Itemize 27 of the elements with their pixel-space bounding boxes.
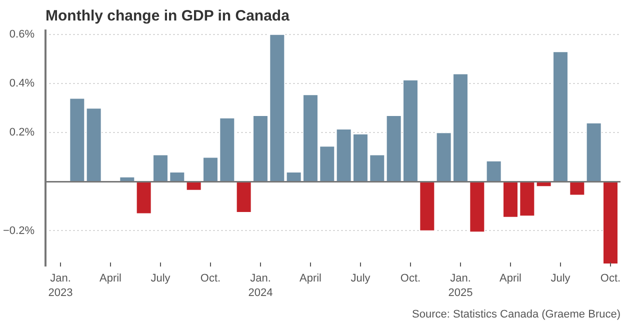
x-tick-label: July — [350, 272, 371, 284]
x-tick-label: April — [499, 272, 522, 284]
x-tick-label: April — [99, 272, 122, 284]
x-tick-label: Jan. 2024 — [248, 272, 273, 299]
bar — [486, 160, 502, 182]
bar — [569, 181, 586, 196]
bar — [552, 51, 568, 182]
bar — [236, 181, 252, 213]
bar — [136, 181, 152, 214]
bar — [419, 181, 436, 232]
y-tick-label: 0.2% — [9, 126, 35, 139]
bar — [469, 181, 486, 233]
y-tick-label: 0.6% — [9, 28, 35, 40]
x-tick-label: July — [550, 272, 571, 284]
x-tick-label: July — [150, 272, 171, 284]
x-tick-label: April — [299, 272, 322, 284]
x-tick-label: Jan. 2023 — [48, 272, 73, 299]
x-tick-label: Oct. — [400, 272, 421, 284]
y-tick-label: −0.2% — [3, 224, 35, 237]
x-tick-label: Oct. — [600, 272, 621, 284]
source-note: Source: Statistics Canada (Graeme Bruce) — [412, 308, 621, 320]
y-tick-label: 0.4% — [9, 78, 35, 90]
bar — [586, 122, 602, 182]
bar — [602, 181, 618, 265]
chart-title: Monthly change in GDP in Canada — [46, 8, 290, 24]
x-tick-label: Jan. 2025 — [448, 272, 473, 299]
x-tick-label: Oct. — [200, 272, 221, 284]
